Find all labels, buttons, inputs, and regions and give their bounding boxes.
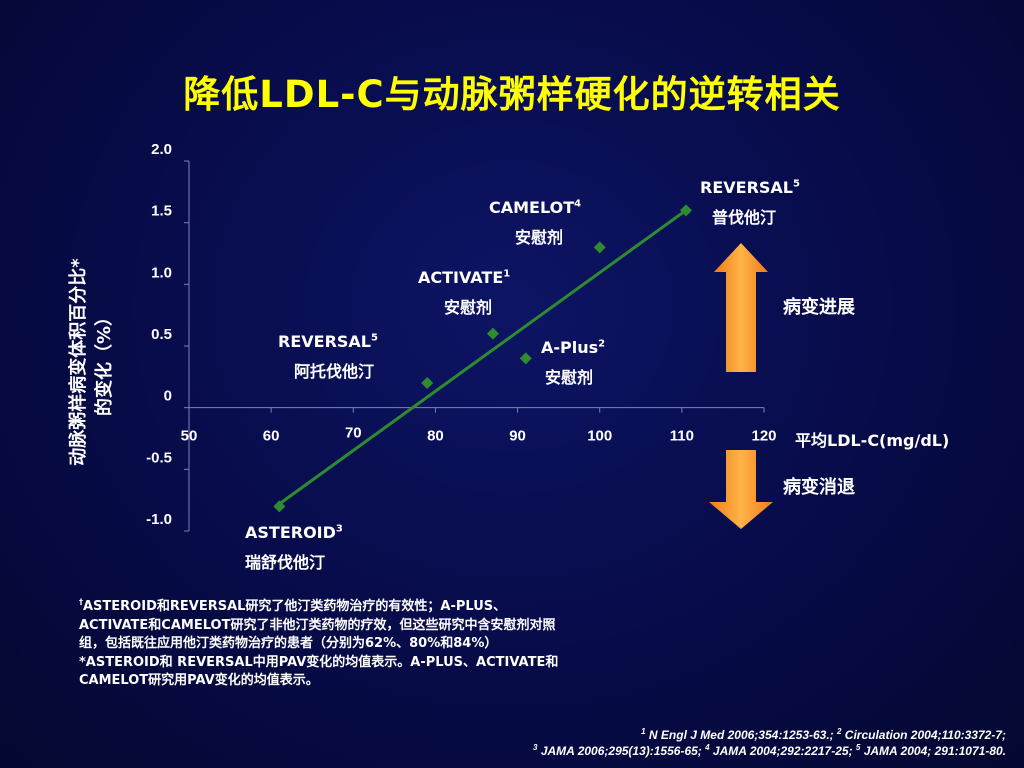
progression-arrow xyxy=(714,243,768,372)
data-point-a-plus xyxy=(519,352,532,365)
slide-title: 降低LDL-C与动脉粥样硬化的逆转相关 xyxy=(183,73,841,116)
trendline xyxy=(278,209,687,506)
x-tick-label: 50 xyxy=(181,428,198,445)
y-tick-label: 0.5 xyxy=(151,326,172,343)
y-axis-label-line1: 动脉粥样病变体积百分比* xyxy=(68,258,89,466)
y-tick-label: 2.0 xyxy=(151,141,172,158)
footnote-line4: *ASTEROID和 REVERSAL中用PAV变化的均值表示。A-PLUS、A… xyxy=(79,654,559,670)
label-activate: ACTIVATE1 安慰剂 xyxy=(418,268,511,317)
y-axis-label-line2: 的变化（%） xyxy=(94,307,115,417)
data-point-reversal xyxy=(679,204,692,217)
label-reversal-pravastatin: REVERSAL5 普伐他汀 xyxy=(700,178,800,227)
references-line2: 3 JAMA 2006;295(13):1556-65; 4 JAMA 2004… xyxy=(533,743,1006,759)
data-point-camelot xyxy=(593,241,606,254)
x-tick-label: 80 xyxy=(427,428,444,445)
x-tick-label: 100 xyxy=(587,428,612,445)
data-point-activate xyxy=(486,327,499,340)
label-aplus: A-Plus2 安慰剂 xyxy=(541,338,606,387)
progression-label: 病变进展 xyxy=(783,297,855,318)
footnotes: †ASTEROID和REVERSAL研究了他汀类药物治疗的有效性；A-PLUS、… xyxy=(79,598,719,691)
regression-label: 病变消退 xyxy=(783,477,855,498)
regression-arrow xyxy=(709,450,773,529)
x-tick-label: 90 xyxy=(509,428,526,445)
y-tick-label: 0 xyxy=(164,388,172,405)
footnote-line3: 组，包括既往应用他汀类药物治疗的患者（分别为62%、80%和84%） xyxy=(79,636,498,651)
chart-points xyxy=(273,204,692,513)
footnote-line2: ACTIVATE和CAMELOT研究了非他汀类药物的疗效，但这些研究中含安慰剂对… xyxy=(79,617,556,633)
label-reversal-atorvastatin: REVERSAL5 阿托伐他汀 xyxy=(278,332,378,381)
chart-arrows xyxy=(709,243,773,529)
y-tick-label: -0.5 xyxy=(146,449,172,466)
chart-ticks: 2.0 1.5 1.0 0.5 0 -0.5 -1.0 50 60 70 80 90 100 110 120 xyxy=(146,141,777,532)
label-asteroid: ASTEROID3 瑞舒伐他汀 xyxy=(245,523,343,572)
footnote-line5: CAMELOT研究用PAV变化的均值表示。 xyxy=(79,673,319,688)
data-point-reversal xyxy=(421,377,434,389)
x-tick-label: 60 xyxy=(263,428,280,445)
x-axis-label: 平均LDL-C(mg/dL) xyxy=(795,431,950,450)
label-camelot: CAMELOT4 安慰剂 xyxy=(489,198,582,247)
y-tick-label: 1.5 xyxy=(151,203,172,220)
x-tick-label: 70 xyxy=(345,425,362,442)
footnote-line1: †ASTEROID和REVERSAL研究了他汀类药物治疗的有效性；A-PLUS、 xyxy=(79,597,507,614)
y-axis-label: 动脉粥样病变体积百分比* 的变化（%） xyxy=(66,258,118,465)
chart-trendline-group xyxy=(278,209,687,506)
y-tick-label: 1.0 xyxy=(151,264,172,281)
x-tick-label: 120 xyxy=(751,428,776,445)
data-point-asteroid xyxy=(273,500,286,513)
references-line1: 1 N Engl J Med 2006;354:1253-63.; 2 Circ… xyxy=(641,727,1006,743)
x-tick-label: 110 xyxy=(670,428,694,445)
references: 1 N Engl J Med 2006;354:1253-63.; 2 Circ… xyxy=(533,727,1006,759)
y-tick-label: -1.0 xyxy=(146,511,172,528)
